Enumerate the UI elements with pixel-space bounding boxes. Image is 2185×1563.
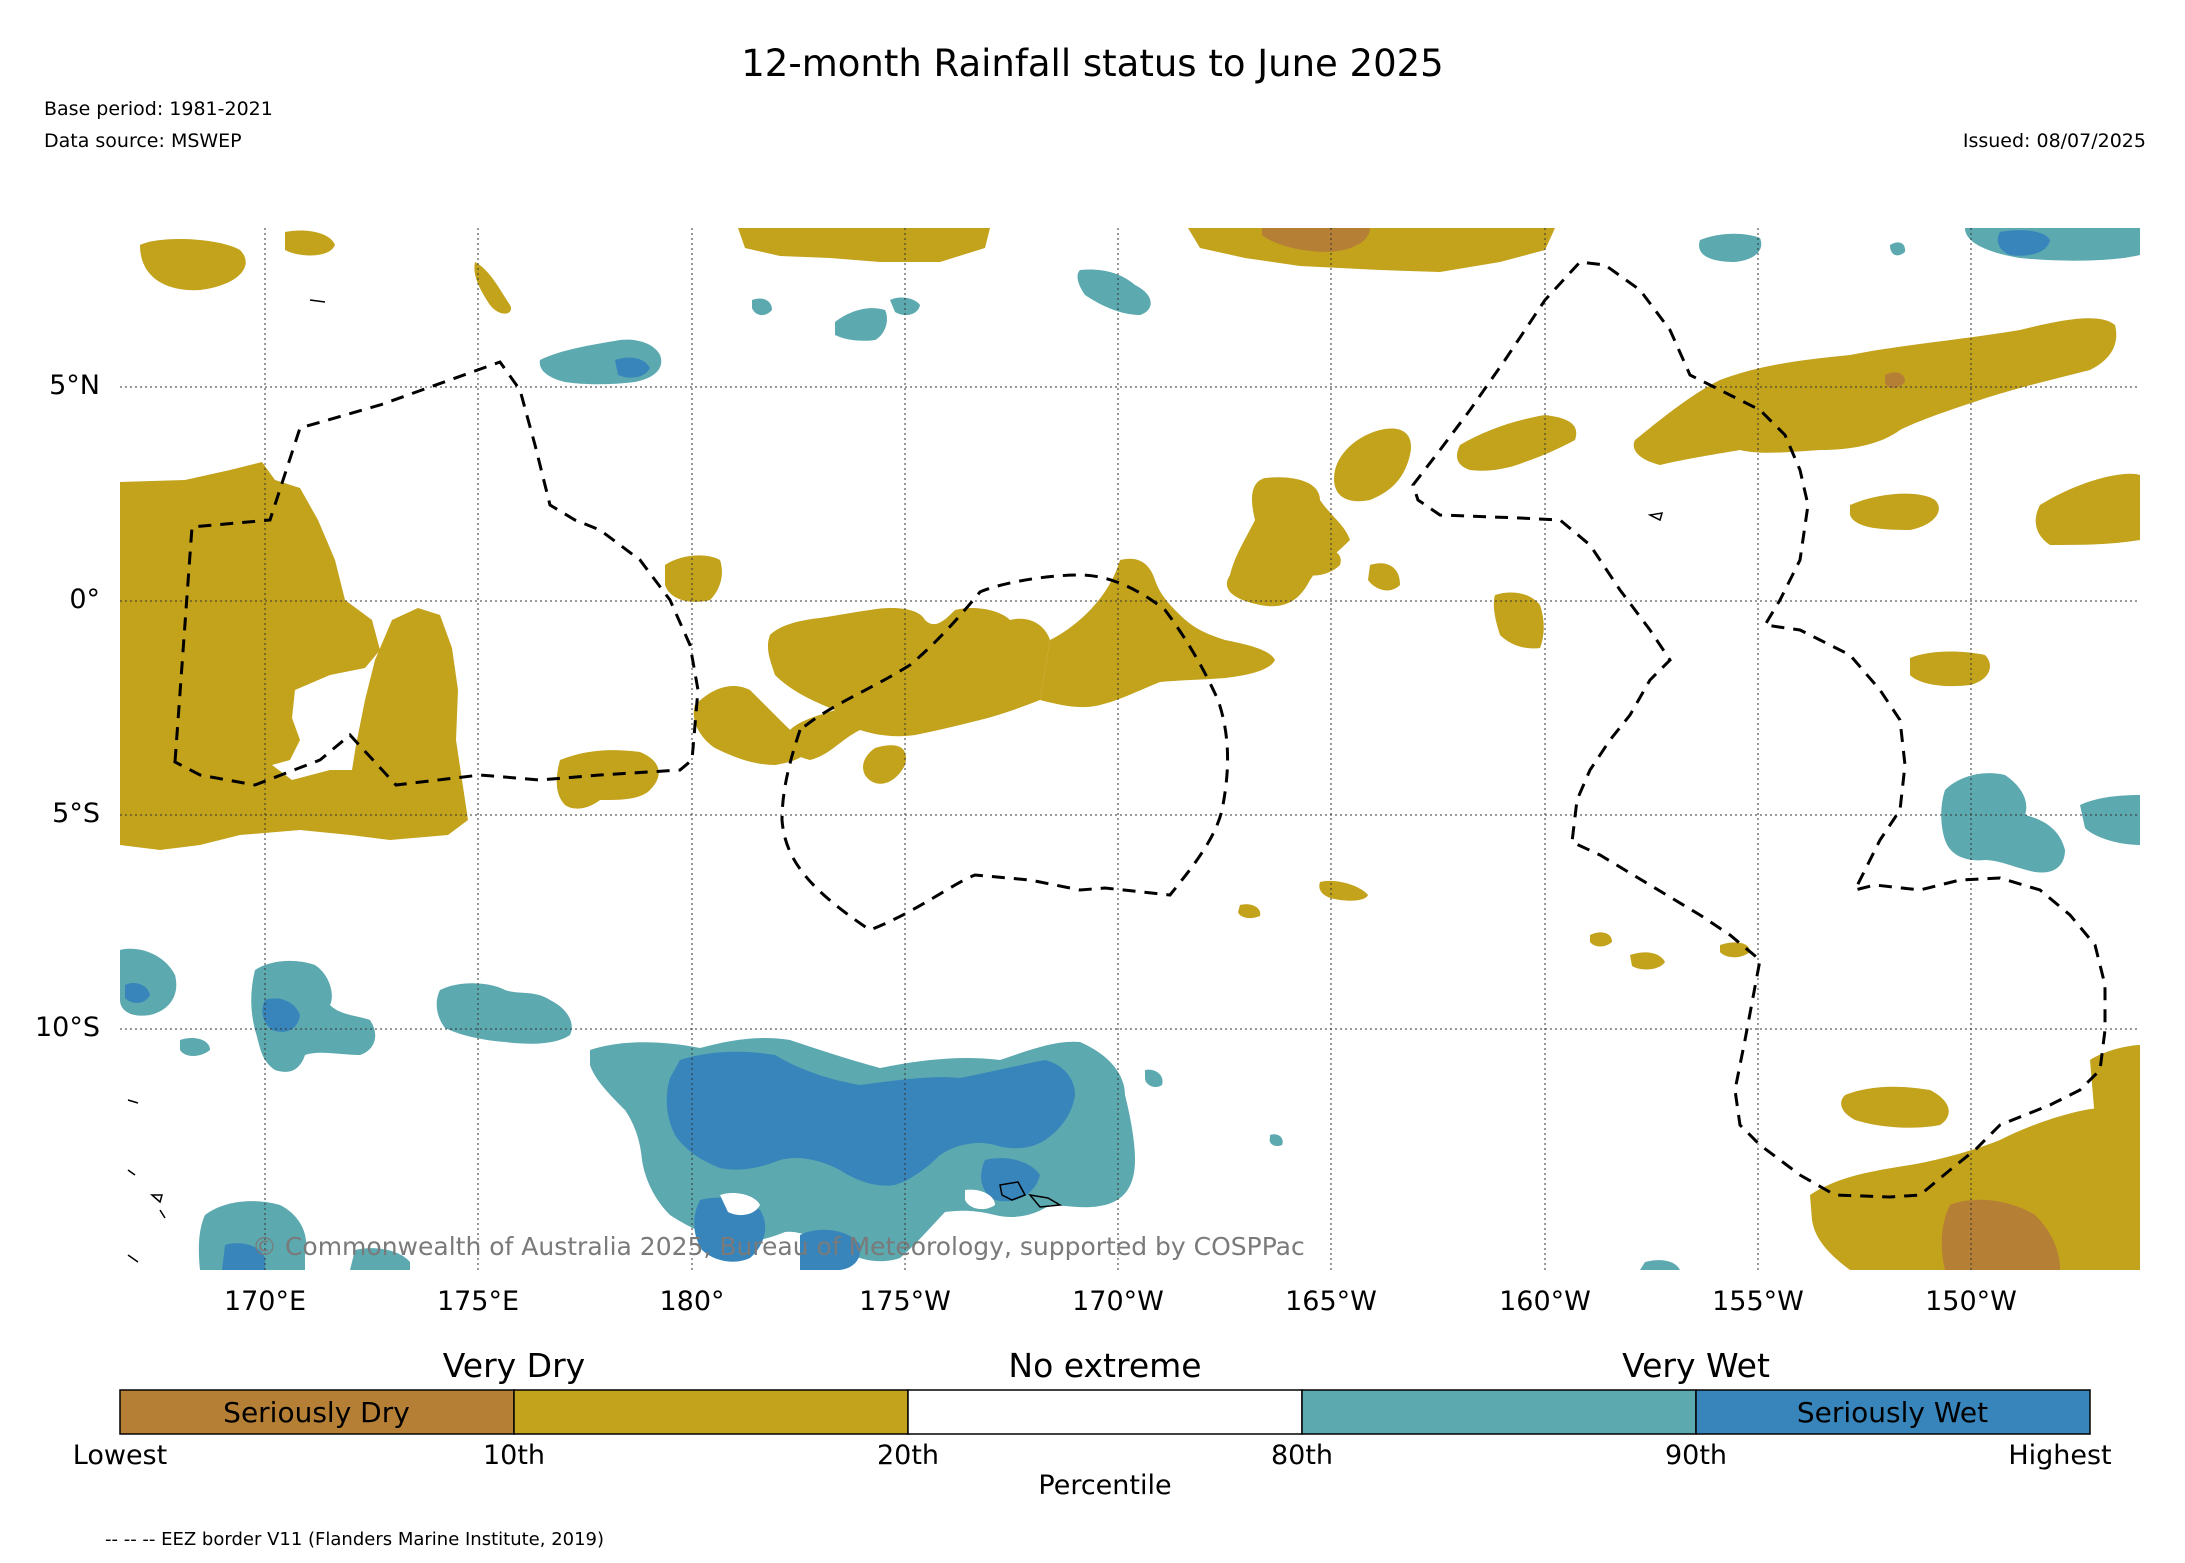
map-title: 12-month Rainfall status to June 2025 — [741, 42, 1444, 85]
eez-footnote: -- -- -- EEZ border V11 (Flanders Marine… — [105, 1529, 605, 1550]
legend-tick-10th: 10th — [482, 1440, 546, 1471]
legend-heading-no-extreme: No extreme — [1008, 1346, 1202, 1385]
lat-label-10s: 10°S — [35, 1012, 100, 1043]
legend-axis-label: Percentile — [1038, 1470, 1172, 1501]
legend-tick-lowest: Lowest — [72, 1440, 168, 1471]
lat-label-5s: 5°S — [52, 798, 100, 829]
legend-tick-highest: Highest — [2008, 1440, 2112, 1471]
island-outlines — [127, 299, 1664, 1263]
legend-segment-very-wet — [1301, 1389, 1697, 1435]
lon-label-180: 180° — [659, 1286, 725, 1317]
seriously-dry-regions — [1262, 228, 2060, 1270]
legend-segment-no-extreme — [907, 1389, 1303, 1435]
rainfall-anomaly-layer — [120, 228, 2140, 1270]
lon-label-155w: 155°W — [1712, 1286, 1804, 1317]
lon-label-175e: 175°E — [436, 1286, 520, 1317]
lon-label-175w: 175°W — [859, 1286, 951, 1317]
lon-label-170e: 170°E — [223, 1286, 307, 1317]
lat-label-5n: 5°N — [49, 370, 100, 401]
eez-borders — [173, 260, 2107, 1199]
legend-box-label-seriously-dry: Seriously Dry — [223, 1396, 410, 1429]
issued-date-label: Issued: 08/07/2025 — [1962, 130, 2146, 152]
no-extreme-holes — [720, 1189, 995, 1216]
lat-label-0: 0° — [69, 584, 100, 615]
legend-tick-80th: 80th — [1270, 1440, 1334, 1471]
very-dry-regions — [120, 228, 2140, 1270]
base-period-label: Base period: 1981-2021 — [44, 98, 273, 120]
legend-colorbar — [119, 1389, 2091, 1435]
legend-segment-seriously-dry — [119, 1389, 515, 1435]
legend-segment-very-dry — [513, 1389, 909, 1435]
data-source-label: Data source: MSWEP — [44, 130, 242, 152]
graticule — [120, 228, 2140, 1270]
copyright-watermark: © Commonwealth of Australia 2025, Bureau… — [252, 1232, 1305, 1261]
legend-heading-very-wet: Very Wet — [1622, 1346, 1770, 1385]
legend-tick-20th: 20th — [876, 1440, 940, 1471]
lon-label-160w: 160°W — [1499, 1286, 1591, 1317]
legend-tick-90th: 90th — [1664, 1440, 1728, 1471]
lon-label-170w: 170°W — [1072, 1286, 1164, 1317]
legend-box-label-seriously-wet: Seriously Wet — [1796, 1396, 1989, 1429]
legend-segment-seriously-wet — [1695, 1389, 2091, 1435]
legend-heading-very-dry: Very Dry — [442, 1346, 586, 1385]
lon-label-165w: 165°W — [1285, 1286, 1377, 1317]
lon-label-150w: 150°W — [1925, 1286, 2017, 1317]
